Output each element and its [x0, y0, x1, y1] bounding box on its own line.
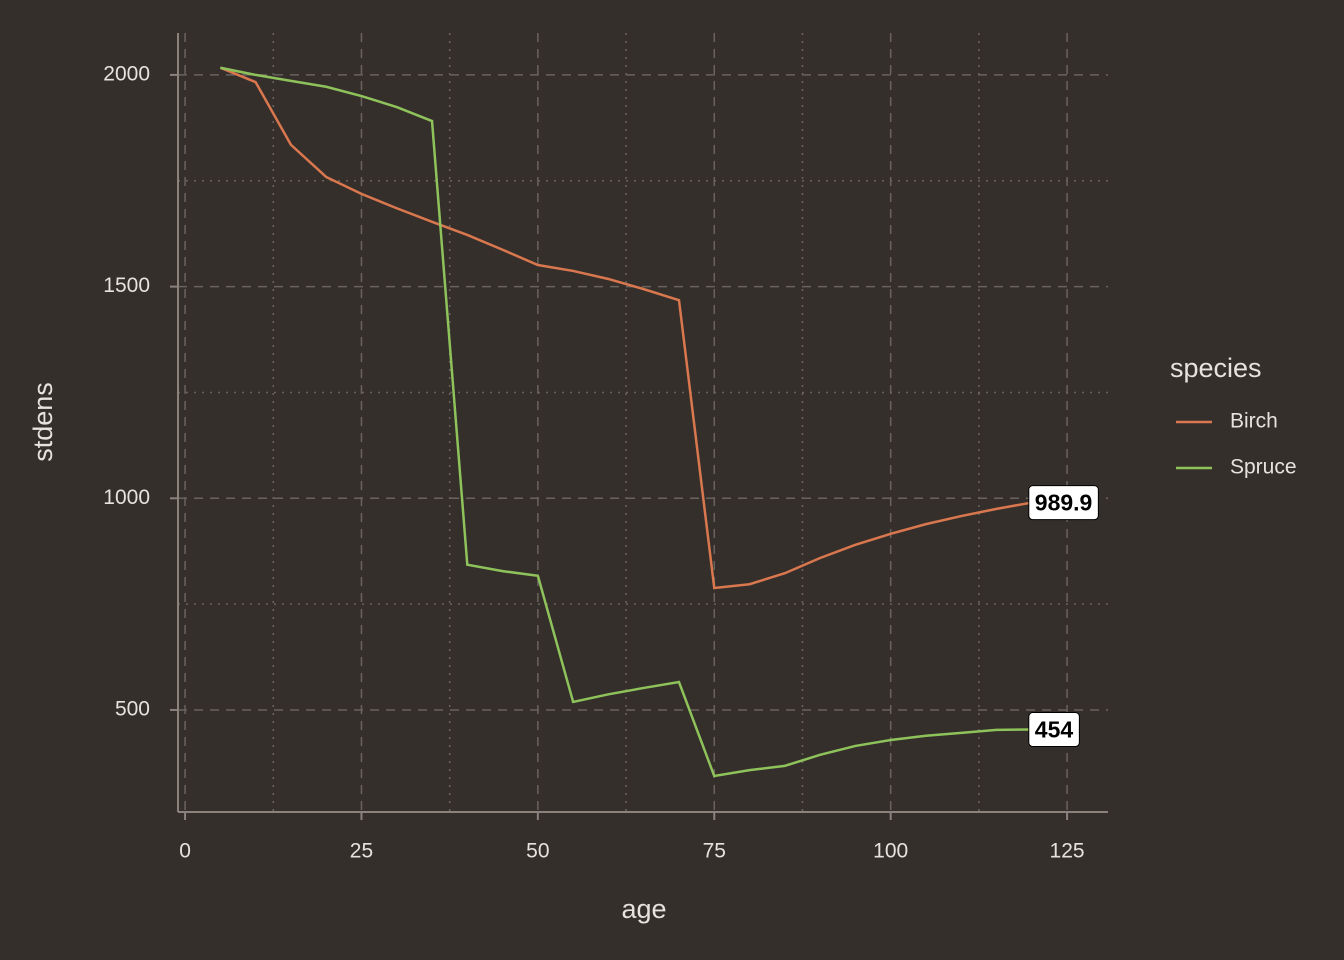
- value-label-box: [1028, 712, 1080, 748]
- series-line: [219, 66, 1033, 590]
- legend-label: Birch: [1230, 410, 1278, 433]
- value-label-box: [1028, 485, 1099, 521]
- series-line: [220, 66, 1032, 778]
- x-tick-label: 125: [1050, 840, 1085, 863]
- y-tick-label: 500: [115, 698, 150, 721]
- x-axis-title: age: [621, 894, 666, 924]
- y-axis-title: stdens: [28, 382, 58, 462]
- legend-title: species: [1170, 353, 1262, 383]
- x-tick-label: 25: [350, 840, 373, 863]
- x-tick-label: 0: [179, 840, 191, 863]
- legend-label: Spruce: [1230, 456, 1297, 479]
- y-tick-label: 1500: [103, 274, 150, 297]
- x-tick-label: 75: [703, 840, 726, 863]
- value-label: 454: [1035, 717, 1074, 743]
- x-tick-label: 50: [526, 840, 549, 863]
- x-tick-label: 100: [873, 840, 908, 863]
- value-label: 989.9: [1035, 490, 1093, 516]
- y-tick-label: 2000: [103, 62, 150, 85]
- y-tick-label: 1000: [103, 486, 150, 509]
